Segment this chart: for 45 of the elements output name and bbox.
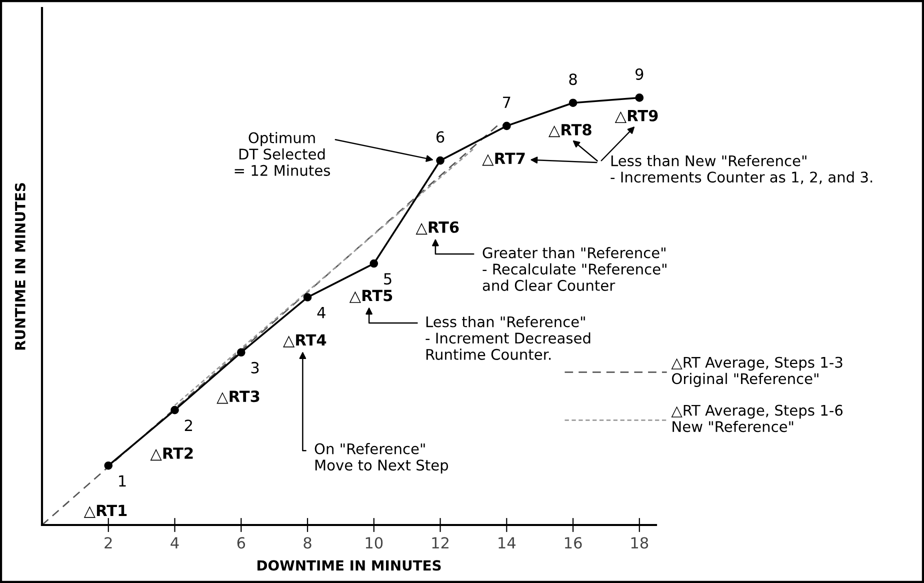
point bbox=[236, 348, 246, 357]
annotation: Less than "Reference" - Increment Decreased Runtime Counter. bbox=[426, 316, 590, 360]
annotation: 8 bbox=[569, 74, 577, 86]
annotation: 1 bbox=[119, 475, 126, 486]
annotation: △RT7 bbox=[482, 152, 525, 166]
x-tick-label: 10 bbox=[366, 537, 383, 549]
annotation: △RT3 bbox=[216, 390, 260, 404]
annotation: △RT4 bbox=[282, 334, 326, 348]
point bbox=[104, 461, 113, 470]
annotation: 7 bbox=[503, 96, 510, 108]
annotation: 6 bbox=[436, 131, 444, 143]
annotation: Less than New "Reference" - Increments Counter as 1, 2, and 3. bbox=[610, 155, 872, 184]
annotation: On "Reference" Move to Next Step bbox=[314, 443, 448, 474]
x-tick-label: 16 bbox=[564, 537, 582, 549]
x-tick-label: 14 bbox=[498, 537, 516, 548]
annotation: 3 bbox=[251, 362, 259, 374]
annotation: △RT6 bbox=[416, 221, 459, 235]
point bbox=[568, 98, 578, 108]
point bbox=[635, 94, 644, 102]
annotation: Optimum DT Selected = 12 Minutes bbox=[234, 132, 330, 176]
annotation: 2 bbox=[184, 420, 192, 431]
point bbox=[303, 293, 312, 302]
point bbox=[502, 122, 511, 130]
annotation: 4 bbox=[317, 307, 326, 318]
annotation: Greater than "Reference" - Recalculate "Reference" and Clear Counter bbox=[482, 247, 666, 291]
x-tick-label: 18 bbox=[631, 537, 648, 549]
annotation: △RT1 bbox=[84, 504, 127, 518]
annotation: △RT9 bbox=[614, 110, 658, 124]
annotation: 5 bbox=[384, 273, 392, 285]
x-tick-label: 2 bbox=[104, 537, 112, 548]
point bbox=[370, 259, 378, 268]
annotation: △RT8 bbox=[548, 124, 592, 138]
text: △RT Average, Steps 1-3 Original "Reference" bbox=[671, 356, 842, 387]
annotation: △RT2 bbox=[150, 447, 193, 461]
x-axis-title: DOWNTIME IN MINUTES bbox=[258, 560, 441, 571]
annotation: △RT5 bbox=[349, 290, 392, 303]
point bbox=[436, 156, 444, 165]
annotation: 9 bbox=[636, 68, 644, 80]
y-axis-title: RUNTIME IN MINUTES bbox=[14, 183, 26, 350]
text: △RT Average, Steps 1-6 New "Reference" bbox=[671, 404, 843, 432]
point bbox=[170, 406, 179, 414]
x-tick-label: 8 bbox=[304, 537, 312, 549]
x-tick-label: 4 bbox=[170, 537, 179, 548]
x-tick-label: 6 bbox=[237, 537, 246, 549]
x-tick-label: 12 bbox=[432, 537, 448, 548]
